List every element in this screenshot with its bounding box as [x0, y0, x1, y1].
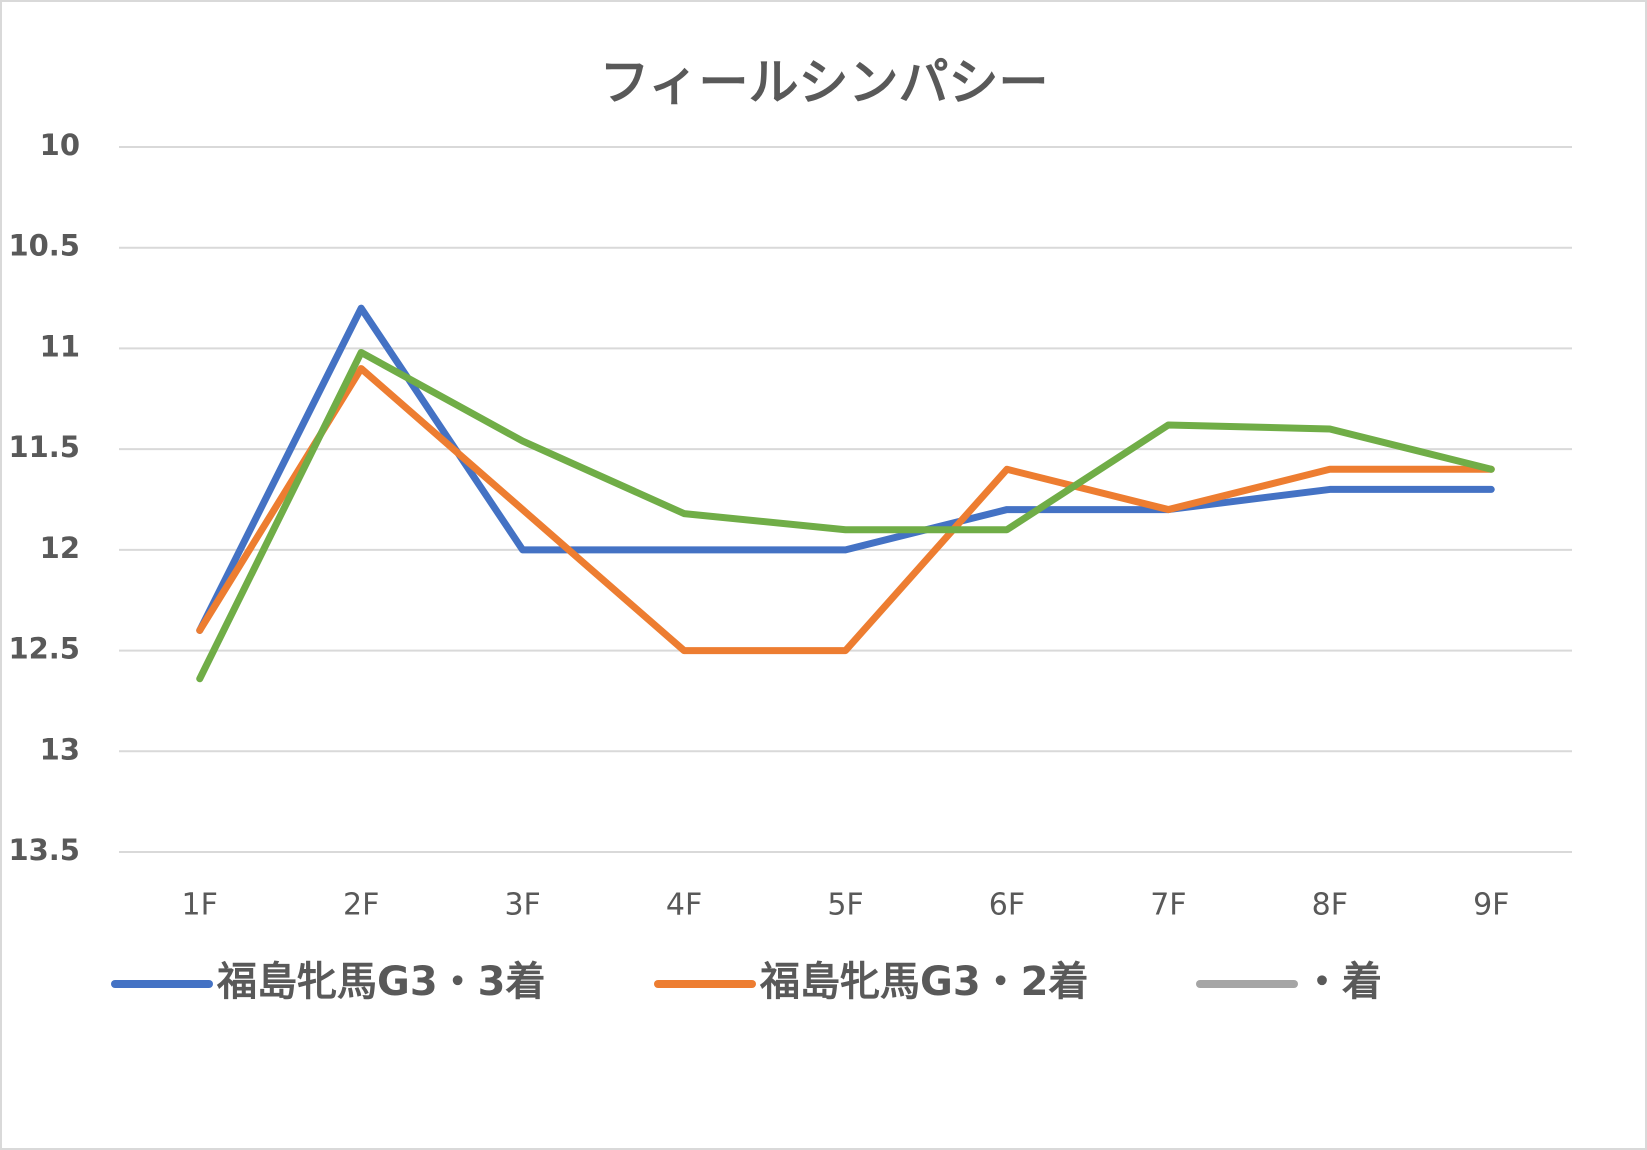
y-tick-label: 11	[40, 329, 80, 363]
x-tick-label: 2F	[343, 888, 379, 923]
x-tick-label: 3F	[504, 888, 540, 923]
x-tick-label: 1F	[182, 888, 218, 923]
y-tick-label: 11.5	[8, 430, 80, 464]
series-line	[196, 304, 1495, 634]
x-tick-label: 8F	[1312, 888, 1348, 923]
legend-label: 福島牝馬G3・3着	[216, 959, 546, 1005]
series-line	[196, 348, 1495, 683]
x-tick-label: 6F	[989, 888, 1025, 923]
y-tick-label: 12.5	[8, 632, 80, 666]
y-tick-label: 13.5	[8, 833, 80, 867]
x-tick-label: 7F	[1150, 888, 1186, 923]
y-tick-label: 10	[40, 128, 80, 162]
legend-label: 福島牝馬G3・2着	[759, 959, 1089, 1005]
x-tick-label: 4F	[666, 888, 702, 923]
y-tick-label: 13	[40, 732, 80, 766]
chart-title: フィールシンパシー	[600, 54, 1049, 112]
x-tick-label: 5F	[827, 888, 863, 923]
x-tick-label: 9F	[1473, 888, 1509, 923]
series-line	[196, 365, 1495, 655]
legend-label: ・着	[1302, 959, 1382, 1005]
y-tick-label: 12	[40, 531, 80, 565]
y-tick-label: 10.5	[8, 229, 80, 263]
